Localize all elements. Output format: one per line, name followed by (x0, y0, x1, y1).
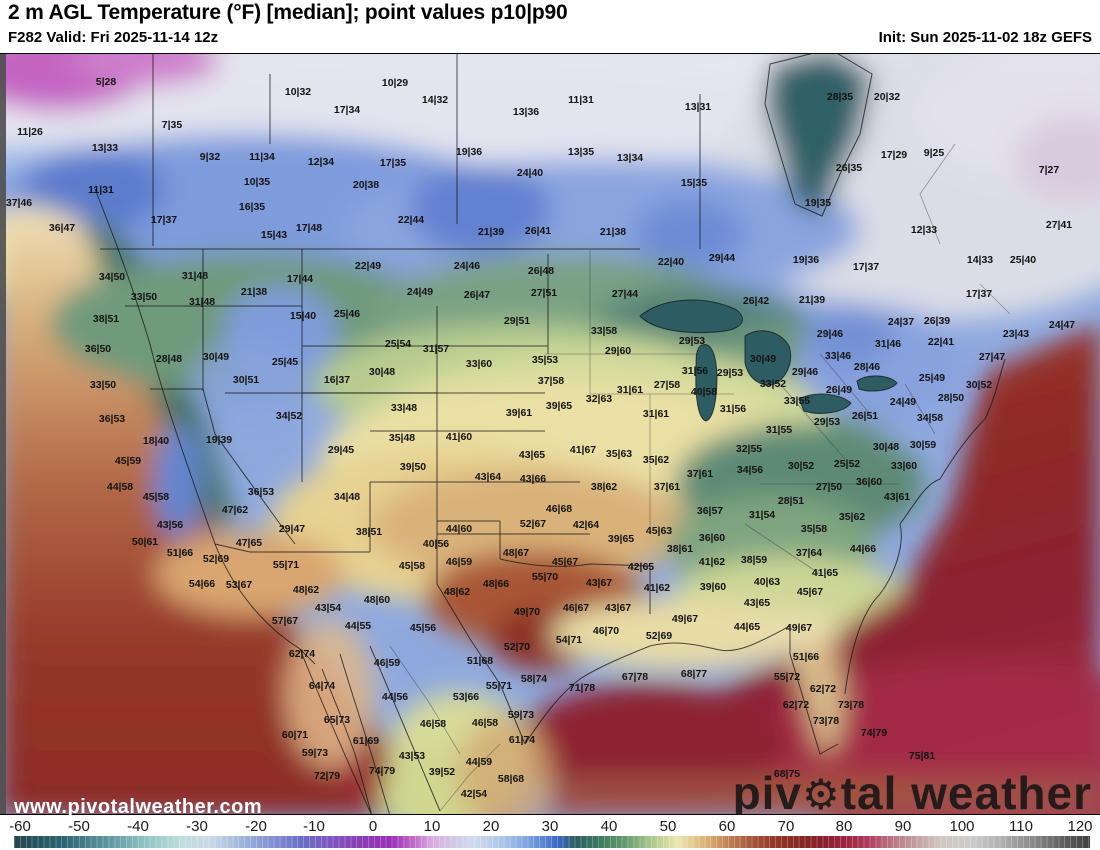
colorbar-tick-label: 90 (894, 818, 912, 835)
colorbar-tick-label: 80 (835, 818, 853, 835)
temperature-field-svg (0, 54, 1100, 814)
colorbar-cells (14, 836, 1090, 848)
colorbar-tick-label: -50 (68, 818, 90, 835)
colorbar-tick-label: 50 (659, 818, 677, 835)
state-lines-light (389, 143, 1011, 812)
valid-time-label: F282 Valid: Fri 2025-11-14 12z (8, 29, 219, 46)
map-header: 2 m AGL Temperature (°F) [median]; point… (0, 0, 1100, 53)
colorbar-tick-label: 70 (777, 818, 795, 835)
colorbar-tick-label: 40 (600, 818, 618, 835)
colorbar-tick-label: -60 (9, 818, 31, 835)
temperature-map[interactable] (0, 53, 1100, 815)
geography-borders (94, 54, 1006, 814)
colorbar-tick-label: -30 (186, 818, 208, 835)
colorbar-legend: -60 -50 -40 -30 -20 -10 0 10 20 30 40 50… (0, 815, 1100, 850)
colorbar-tick-label: 120 (1067, 818, 1093, 835)
page-title: 2 m AGL Temperature (°F) [median]; point… (8, 1, 568, 24)
colorbar-tick-label: 110 (1009, 818, 1033, 835)
map-left-edge (0, 54, 6, 814)
colorbar-tick-label: 20 (482, 818, 500, 835)
colorbar-tick-label: -20 (245, 818, 267, 835)
temperature-shading (0, 54, 1100, 814)
colorbar-tick-label: 0 (368, 818, 378, 835)
colorbar-strip (14, 836, 1090, 848)
colorbar-tick-label: 60 (718, 818, 736, 835)
colorbar-tick-label: 10 (423, 818, 441, 835)
colorbar-tick-label: -40 (127, 818, 149, 835)
colorbar-tick-label: -10 (303, 818, 325, 835)
colorbar-tick-label: 30 (541, 818, 559, 835)
init-time-label: Init: Sun 2025-11-02 18z GEFS (878, 29, 1092, 46)
colorbar-tick-label: 100 (949, 818, 975, 835)
